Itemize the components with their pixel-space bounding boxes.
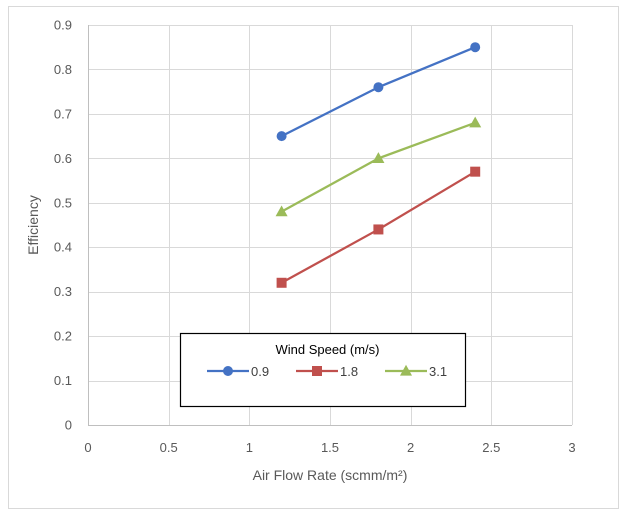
x-tick-label: 3	[568, 440, 575, 455]
x-tick-label: 0.5	[160, 440, 178, 455]
series-0.9	[276, 42, 481, 142]
legend-label: 0.9	[251, 364, 269, 379]
legend-item: 1.8	[296, 364, 358, 379]
legend-marker	[312, 366, 322, 376]
legend-title: Wind Speed (m/s)	[275, 342, 379, 357]
x-tick-label: 1.5	[321, 440, 339, 455]
x-tick-label: 0	[84, 440, 91, 455]
legend-marker	[399, 364, 413, 376]
x-tick-label: 2.5	[482, 440, 500, 455]
data-point	[276, 277, 287, 288]
y-tick-label: 0.7	[54, 106, 72, 121]
legend-item: 3.1	[385, 364, 447, 379]
legend: Wind Speed (m/s) 0.9 1.8 3.1	[179, 332, 467, 408]
legend-label: 1.8	[340, 364, 358, 379]
series-3.1	[275, 116, 482, 217]
x-tick-label: 2	[407, 440, 414, 455]
series-1.8	[276, 166, 481, 288]
data-point	[372, 152, 385, 163]
data-point	[276, 131, 287, 142]
legend-item: 0.9	[207, 364, 269, 379]
x-tick-label: 1	[246, 440, 253, 455]
legend-label: 3.1	[429, 364, 447, 379]
y-tick-label: 0	[65, 418, 72, 433]
y-tick-label: 0.1	[54, 373, 72, 388]
legend-items: 0.9 1.8 3.1	[207, 364, 447, 379]
y-axis-title: Efficiency	[25, 195, 41, 255]
y-tick-label: 0.6	[54, 151, 72, 166]
data-point	[275, 205, 288, 217]
data-point	[470, 166, 481, 177]
chart-frame	[8, 6, 619, 509]
y-tick-label: 0.3	[54, 284, 72, 299]
axes	[88, 25, 572, 426]
x-axis-title: Air Flow Rate (scmm/m²)	[253, 467, 408, 483]
data-point	[373, 224, 384, 235]
y-tick-label: 0.2	[54, 329, 72, 344]
legend-marker	[223, 366, 233, 376]
y-tick-label: 0.4	[54, 240, 72, 255]
series	[275, 42, 482, 288]
y-tick-label: 0.5	[54, 195, 72, 210]
data-point	[469, 116, 482, 128]
tick-labels: 0 0.1 0.2 0.3 0.4 0.5 0.6 0.7 0.8 0.9 0 0.5 1 1.5 2 2.5…	[54, 18, 576, 456]
data-point	[470, 42, 481, 53]
y-tick-label: 0.8	[54, 62, 72, 77]
data-point	[373, 82, 384, 93]
y-tick-label: 0.9	[54, 18, 72, 33]
